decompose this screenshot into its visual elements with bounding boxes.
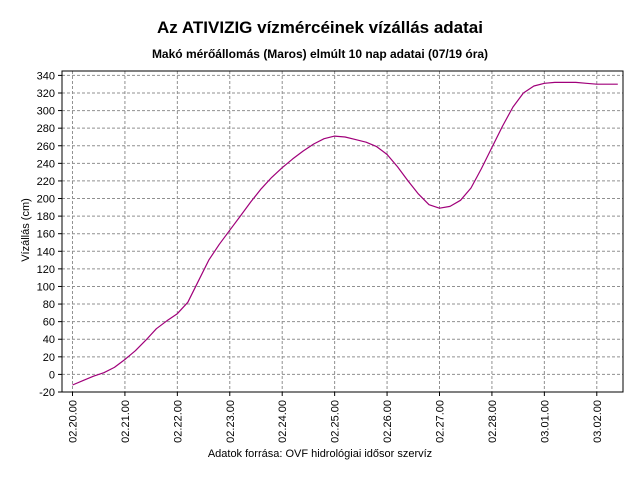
y-tick-label: 260 <box>37 141 55 153</box>
y-tick-label: 60 <box>43 317 55 329</box>
series-line <box>72 81 618 386</box>
chart-subtitle: Makó mérőállomás (Maros) elmúlt 10 nap a… <box>151 47 489 61</box>
y-tick-label: 220 <box>37 176 55 188</box>
x-tick-label: 03.02.00 <box>592 400 604 443</box>
y-tick-label: 280 <box>37 123 55 135</box>
y-tick-label: 200 <box>37 194 55 206</box>
x-tick-label: 02.20.00 <box>67 400 79 443</box>
y-tick-label: -20 <box>39 387 55 399</box>
x-tick-label: 02.26.00 <box>382 400 394 443</box>
y-tick-label: 320 <box>37 88 55 100</box>
y-tick-label: 0 <box>49 369 55 381</box>
x-tick-label: 02.27.00 <box>434 400 446 443</box>
y-tick-label: 340 <box>37 70 55 82</box>
plot-area <box>62 71 623 392</box>
x-tick-label: 02.24.00 <box>277 400 289 443</box>
plot-border <box>61 70 624 393</box>
y-tick-label: 40 <box>43 334 55 346</box>
x-tick-label: 02.22.00 <box>172 400 184 443</box>
x-tick-label: 03.01.00 <box>539 400 551 443</box>
y-tick-label: 240 <box>37 158 55 170</box>
y-tick-label: 120 <box>37 264 55 276</box>
y-tick-label: 20 <box>43 352 55 364</box>
x-tick-label: 02.21.00 <box>120 400 132 443</box>
x-tick-label: 02.23.00 <box>225 400 237 443</box>
y-tick-label: 300 <box>37 106 55 118</box>
chart-title: Az ATIVIZIG vízmércéinek vízállás adatai <box>157 18 483 37</box>
x-tick-label: 02.28.00 <box>487 400 499 443</box>
y-tick-label: 140 <box>37 246 55 258</box>
y-tick-label: 180 <box>37 211 55 223</box>
y-tick-label: 160 <box>37 229 55 241</box>
y-tick-label: 100 <box>37 281 55 293</box>
x-tick-label: 02.25.00 <box>330 400 342 443</box>
y-tick-label: 80 <box>43 299 55 311</box>
data-source-note: Adatok forrása: OVF hidrológiai idősor s… <box>207 448 433 460</box>
